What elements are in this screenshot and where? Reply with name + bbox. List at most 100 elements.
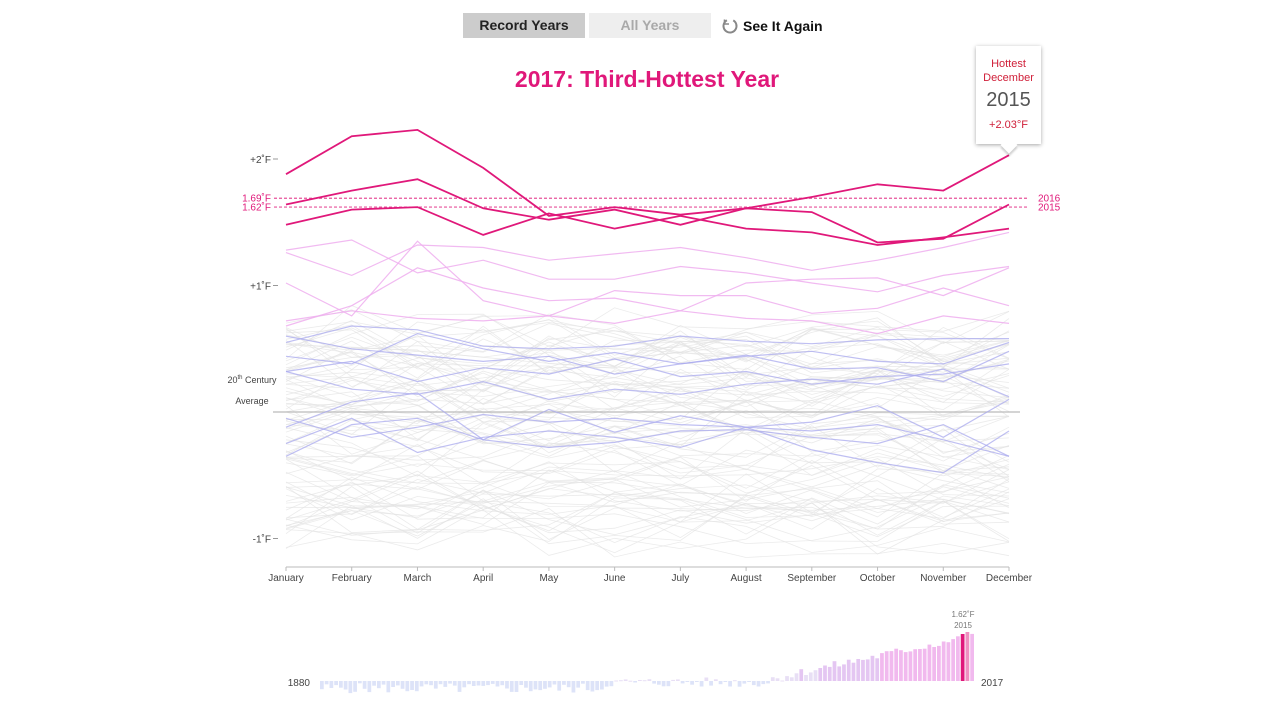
annual-bar [386,681,391,693]
annual-bar [865,659,870,681]
background-year-line [285,379,1010,424]
background-year-line [285,489,1010,540]
annual-bar [956,636,960,681]
hover-tooltip: Hottest December 2015 +2.03°F [976,46,1041,154]
annual-bar [694,681,699,682]
annual-bar [742,681,747,684]
annual-bar [922,648,927,681]
x-tick-label: March [404,573,432,584]
cool-year-line [285,332,1010,365]
annual-bar [747,681,751,682]
annual-bar [414,681,419,692]
annual-bar [856,659,861,681]
reference-right-label: 2016 [1038,194,1061,205]
annual-bar [685,681,690,682]
background-year-line [285,458,1010,497]
background-year-line [285,468,1010,521]
annual-bar [732,680,737,682]
strip-first-year: 1880 [288,678,311,689]
average-label: 20th Century Average [219,368,285,412]
annual-bar [652,681,656,684]
annual-bar [362,681,367,689]
background-year-line [285,494,1010,549]
background-year-line [285,469,1010,523]
annual-bar [751,681,756,686]
warm-year-line [285,267,1010,327]
background-year-line [285,458,1010,515]
annual-bar [842,664,846,681]
background-year-line [285,486,1010,535]
annual-bar [713,679,718,681]
y-tick-label: +2˚F [250,154,271,166]
background-year-line [285,389,1010,442]
annual-bar [410,681,414,690]
background-year-line [285,368,1010,414]
x-tick-label: July [671,573,689,584]
annual-bar [918,649,922,681]
annual-bar [756,681,761,687]
background-year-line [285,418,1010,473]
background-year-line [285,437,1010,489]
annual-bar [799,669,804,681]
background-year-line [285,483,1010,532]
annual-bar [785,676,789,681]
annual-bar [424,681,429,685]
background-year-line [285,355,1010,407]
annual-bar [334,681,338,686]
annual-bar [609,681,614,687]
annual-bar [899,650,903,681]
annual-bar [960,634,965,681]
annual-bar [500,681,505,686]
annual-bar [903,652,908,681]
reference-left-label: 1.62˚F [242,202,271,214]
annual-bar [614,680,619,682]
annual-bar [562,681,566,685]
background-year-line [285,456,1010,479]
annual-bar [357,681,362,684]
annual-bar [600,681,604,690]
annual-bar [576,681,581,688]
average-label-line2: Average [235,396,269,406]
see-it-again-button[interactable]: See It Again [721,17,823,35]
annual-bar [581,681,585,684]
annual-bar [391,681,395,687]
y-tick-label: -1˚F [253,534,271,546]
annual-bar [376,681,381,689]
annual-bar [467,681,471,685]
annual-bar [823,665,827,681]
background-year-line [285,373,1010,407]
annual-bar [946,642,951,681]
annual-bar [571,681,576,693]
annual-bar [452,681,457,686]
all-years-button[interactable]: All Years [589,13,711,38]
background-year-line [285,501,1010,553]
annual-bar [405,681,410,692]
annual-bar [324,681,329,685]
annual-bar [585,681,590,691]
average-label-century: 20 [227,375,238,385]
x-tick-label: November [920,573,967,584]
annual-bar [476,681,481,686]
annual-bar [671,679,675,681]
annual-bar [524,681,528,688]
x-tick-label: June [604,573,626,584]
record-years-button[interactable]: Record Years [463,13,585,38]
annual-bar [543,681,547,689]
annual-bar [970,633,974,681]
background-year-line [285,442,1010,489]
record-year-line [285,128,1010,244]
background-year-line [285,421,1010,477]
annual-bar [509,681,514,692]
annual-bar [647,679,652,681]
warm-year-line [285,231,1010,277]
cool-year-line [285,325,1009,350]
annual-bar [438,681,443,685]
background-year-line [285,320,1010,371]
tooltip-label-line1: Hottest [991,58,1026,70]
annual-bar [832,661,837,681]
background-year-line [285,340,1010,393]
record-year-line [285,206,1010,246]
annual-bar [633,681,638,683]
background-year-line [285,485,1010,536]
annual-bar [884,651,889,681]
